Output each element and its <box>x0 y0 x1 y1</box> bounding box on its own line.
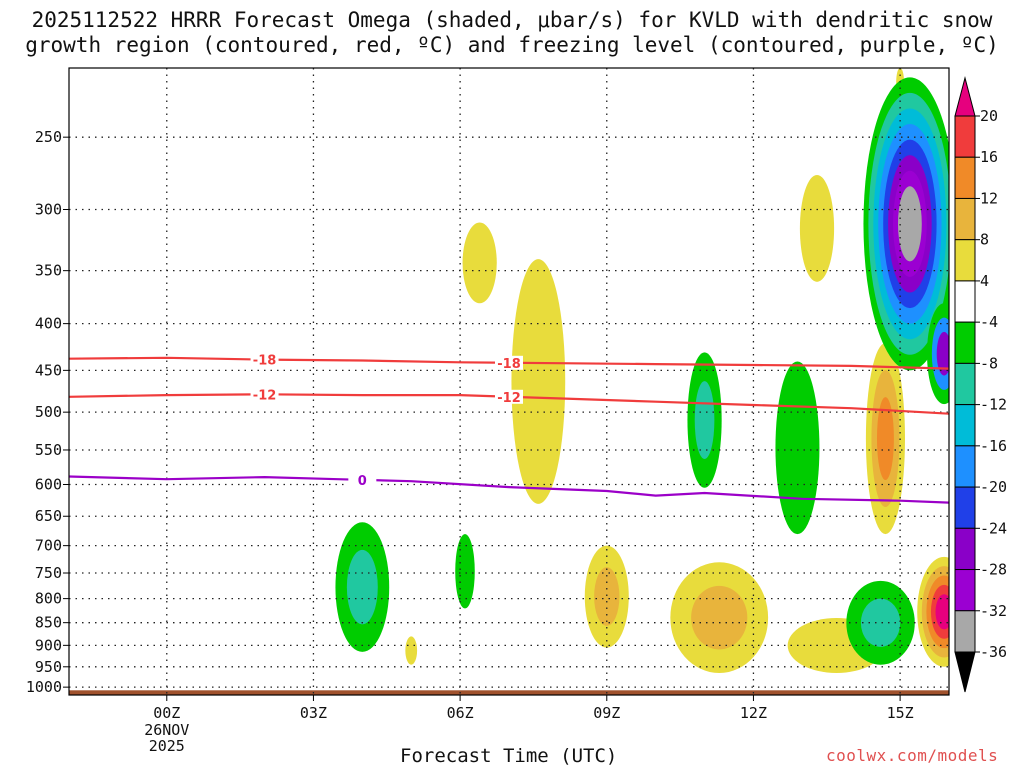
colorbar-label-7: -12 <box>980 396 1007 414</box>
omega-contour-9-4 <box>935 594 949 630</box>
y-tick-label-950: 950 <box>35 658 62 676</box>
x-tick-label-00Z: 00Z <box>153 704 180 722</box>
chart-title-line1: 2025112522 HRRR Forecast Omega (shaded, … <box>31 8 993 32</box>
colorbar-bottom-arrow <box>954 651 976 693</box>
y-tick-label-300: 300 <box>35 201 62 219</box>
y-tick-label-650: 650 <box>35 507 62 525</box>
x-tick-year: 2025 <box>149 737 185 755</box>
contour-label-1-1: -12 <box>497 391 521 406</box>
x-tick-label-12Z: 12Z <box>740 704 767 722</box>
x-axis-title: Forecast Time (UTC) <box>400 745 618 767</box>
omega-contour-5-1 <box>691 585 748 650</box>
omega-contour-15-7 <box>897 186 922 262</box>
y-tick-label-700: 700 <box>35 537 62 555</box>
chart-title: 2025112522 HRRR Forecast Omega (shaded, … <box>0 8 1024 58</box>
omega-contour-16-2 <box>936 331 949 376</box>
colorbar-label-4: 4 <box>980 272 989 290</box>
plot-frame <box>68 67 950 696</box>
colorbar-label-0: 20 <box>980 107 998 125</box>
colorbar-label-5: -4 <box>980 313 998 331</box>
x-tick-label-06Z: 06Z <box>447 704 474 722</box>
colorbar-bin-3 <box>954 197 976 241</box>
contour-label-bg-0-0 <box>250 352 279 367</box>
ground-band <box>69 690 949 695</box>
colorbar-bin-4 <box>954 239 976 282</box>
y-tick-label-400: 400 <box>35 315 62 333</box>
omega-contour-12-1 <box>694 381 715 459</box>
contour-label-1-0: -12 <box>253 388 277 403</box>
omega-contour-11-0 <box>455 534 475 609</box>
colorbar-label-9: -20 <box>980 478 1007 496</box>
contour-label-2-0: 0 <box>358 474 367 489</box>
colorbar-bin-1 <box>954 115 976 158</box>
colorbar-bin-10 <box>954 486 976 529</box>
grid-lines <box>69 68 949 695</box>
contour-label-bg-1-0 <box>250 387 279 402</box>
omega-contour-14-1 <box>860 598 901 647</box>
colorbar-bin-2 <box>954 156 976 199</box>
omega-contour-8-2 <box>876 397 894 480</box>
y-tick-label-800: 800 <box>35 590 62 608</box>
omega-contour-1-0 <box>462 222 497 304</box>
colorbar-label-6: -8 <box>980 354 998 372</box>
y-tick-label-850: 850 <box>35 614 62 632</box>
x-tick-label-03Z: 03Z <box>300 704 327 722</box>
y-tick-label-550: 550 <box>35 441 62 459</box>
y-tick-label-450: 450 <box>35 361 62 379</box>
y-axis-ticks: 250 300 350 400 450 500 550 600 650 700 750 800 850 9… <box>26 128 69 696</box>
x-tick-label-09Z: 09Z <box>593 704 620 722</box>
colorbar-top-arrow <box>954 76 976 117</box>
y-tick-label-350: 350 <box>35 262 62 280</box>
y-tick-label-500: 500 <box>35 403 62 421</box>
y-tick-label-750: 750 <box>35 564 62 582</box>
contour-label-bg-0-1 <box>495 355 523 370</box>
colorbar-bin-5 <box>954 280 976 323</box>
colorbar-label-2: 12 <box>980 189 998 207</box>
contour-label-0-0: -18 <box>253 354 277 369</box>
colorbar-label-8: -16 <box>980 437 1007 455</box>
colorbar-bin-13 <box>954 610 976 653</box>
omega-contour-3-0 <box>799 174 835 282</box>
chart-title-line2: growth region (contoured, red, ºC) and f… <box>25 33 999 57</box>
temperature-contours: -18 -18 -12 -12 0 <box>69 352 949 504</box>
colorbar-label-3: 8 <box>980 231 989 249</box>
colorbar-label-1: 16 <box>980 148 998 166</box>
omega-contour-10-1 <box>346 549 378 625</box>
y-tick-label-900: 900 <box>35 636 62 654</box>
colorbar-bin-6 <box>954 321 976 364</box>
source-credit: coolwx.com/models <box>826 746 999 765</box>
colorbar-label-10: -24 <box>980 519 1007 537</box>
colorbar-bin-8 <box>954 404 976 447</box>
contour-label-bg-1-1 <box>495 389 523 404</box>
colorbar-bin-12 <box>954 569 976 612</box>
colorbar-label-12: -32 <box>980 602 1007 620</box>
omega-contour-2-0 <box>511 259 566 504</box>
omega-contour-7-0 <box>405 636 418 665</box>
colorbar-bin-9 <box>954 445 976 488</box>
colorbar-bin-7 <box>954 362 976 406</box>
omega-contour-4-1 <box>594 567 620 626</box>
x-tick-label-15Z: 15Z <box>887 704 914 722</box>
contour-label-0-1: -18 <box>497 357 521 372</box>
colorbar-label-11: -28 <box>980 561 1007 579</box>
plot-background <box>69 68 949 695</box>
y-tick-label-250: 250 <box>35 128 62 146</box>
colorbar-bin-11 <box>954 527 976 571</box>
x-tick-date: 26NOV <box>144 721 189 739</box>
omega-contour-13-0 <box>775 361 820 535</box>
colorbar: 20 16 12 8 4 -4 -8 -12 -16 -20 -24 -28 -32 -36 <box>954 76 1007 693</box>
ground-fill <box>69 690 949 695</box>
y-tick-label-600: 600 <box>35 475 62 493</box>
contour-line-2 <box>69 475 949 504</box>
y-tick-label-1000: 1000 <box>26 678 62 696</box>
colorbar-label-13: -36 <box>980 643 1007 661</box>
contour-label-bg-2-0 <box>348 472 377 487</box>
